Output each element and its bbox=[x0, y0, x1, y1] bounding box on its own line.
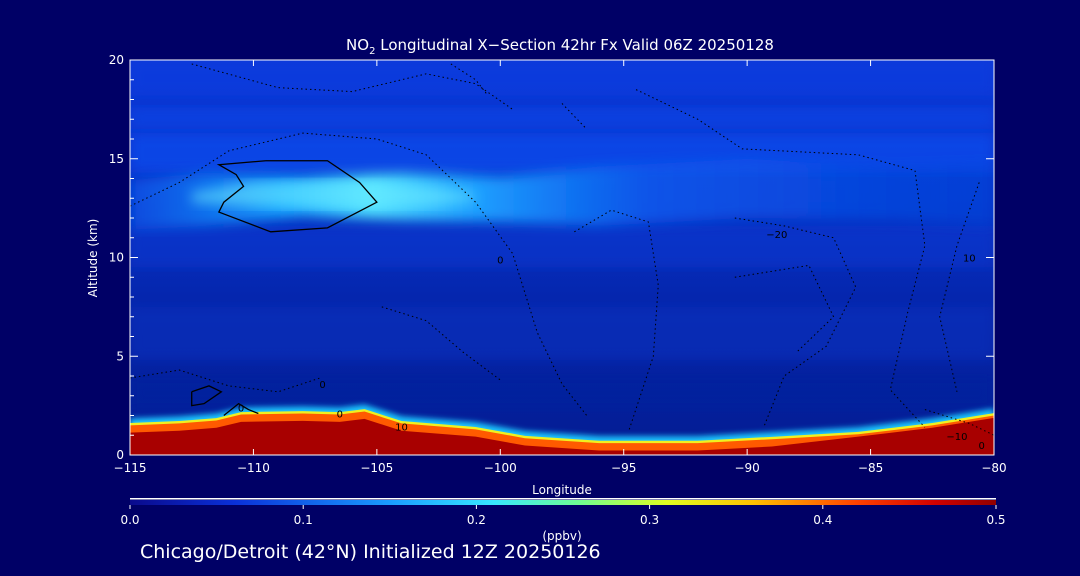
y-tick-label: 0 bbox=[116, 448, 124, 462]
contour-line-dotted bbox=[574, 209, 659, 432]
x-tick-label: −95 bbox=[611, 461, 636, 475]
colorbar-tick-label: 0.1 bbox=[294, 513, 313, 527]
contour-label: 10 bbox=[963, 254, 976, 265]
colorbar-tick-label: 0.4 bbox=[813, 513, 832, 527]
contour-line-dotted bbox=[734, 217, 857, 426]
contour-line-dotted bbox=[381, 306, 501, 381]
y-axis: 0 5 10 15 20 bbox=[109, 53, 994, 462]
x-tick-label: −115 bbox=[114, 461, 147, 475]
contour-label: 0 bbox=[497, 255, 503, 266]
colorbar-white-line bbox=[130, 498, 996, 500]
contour-line-dotted bbox=[450, 63, 489, 96]
y-tick-label: 10 bbox=[109, 251, 124, 265]
colorbar-tick-label: 0.3 bbox=[640, 513, 659, 527]
contour-label: −20 bbox=[766, 230, 787, 241]
contour-line-solid bbox=[223, 402, 259, 417]
x-tick-label: −90 bbox=[734, 461, 759, 475]
contour-line-dotted bbox=[191, 63, 513, 110]
concentration-band bbox=[130, 60, 994, 96]
contour-label: 10 bbox=[395, 422, 408, 433]
contour-line-dotted bbox=[561, 103, 588, 130]
contour-line-solid bbox=[216, 160, 378, 233]
x-tick-label: −85 bbox=[858, 461, 883, 475]
surface-layer-red bbox=[130, 417, 994, 455]
x-axis: −115 −110 −105 −100 −95 −90 −85 −80 bbox=[114, 60, 1007, 475]
contour-label: 0 bbox=[337, 410, 343, 421]
x-axis-label: Longitude bbox=[532, 483, 592, 497]
y-tick-label: 15 bbox=[109, 152, 124, 166]
concentration-bands bbox=[130, 60, 994, 410]
contour-line-solid bbox=[191, 385, 223, 407]
colorbar-tick-label: 0.5 bbox=[986, 513, 1005, 527]
contour-labels: 0 0 0 10 0 −20 10 −10 0 bbox=[238, 230, 985, 452]
concentration-band bbox=[130, 107, 994, 130]
contour-lines bbox=[130, 63, 994, 436]
y-axis-label: Altitude (km) bbox=[86, 219, 100, 298]
contour-label: 0 bbox=[978, 441, 984, 452]
colorbar-ticks: 0.0 0.1 0.2 0.3 0.4 0.5 bbox=[120, 505, 1006, 527]
concentration-band bbox=[130, 376, 994, 410]
colorbar bbox=[130, 500, 996, 505]
x-tick-label: −110 bbox=[237, 461, 270, 475]
footer-caption: Chicago/Detroit (42°N) Initialized 12Z 2… bbox=[140, 541, 601, 563]
plot-area: 0 0 0 10 0 −20 10 −10 0 bbox=[130, 60, 994, 455]
contour-line-dotted bbox=[734, 264, 835, 353]
x-tick-label: −80 bbox=[981, 461, 1006, 475]
x-tick-label: −100 bbox=[484, 461, 517, 475]
upper-no2-layer bbox=[130, 158, 994, 230]
chart-title: NO2 Longitudinal X−Section 42hr Fx Valid… bbox=[346, 36, 774, 57]
contour-label: −10 bbox=[946, 432, 967, 443]
contour-line-dotted bbox=[939, 182, 980, 392]
concentration-band bbox=[130, 225, 994, 268]
contour-line-dotted bbox=[130, 132, 588, 416]
y-tick-label: 5 bbox=[116, 349, 124, 363]
upper-no2-core bbox=[191, 180, 476, 209]
contour-line-dotted bbox=[635, 89, 926, 428]
colorbar-tick-label: 0.0 bbox=[120, 513, 139, 527]
y-tick-label: 20 bbox=[109, 53, 124, 67]
x-tick-label: −105 bbox=[360, 461, 393, 475]
contour-label: 0 bbox=[319, 380, 325, 391]
concentration-band bbox=[130, 306, 994, 361]
contour-label: 0 bbox=[238, 404, 244, 415]
colorbar-tick-label: 0.2 bbox=[467, 513, 486, 527]
colorbar-label: (ppbv) bbox=[542, 529, 581, 543]
